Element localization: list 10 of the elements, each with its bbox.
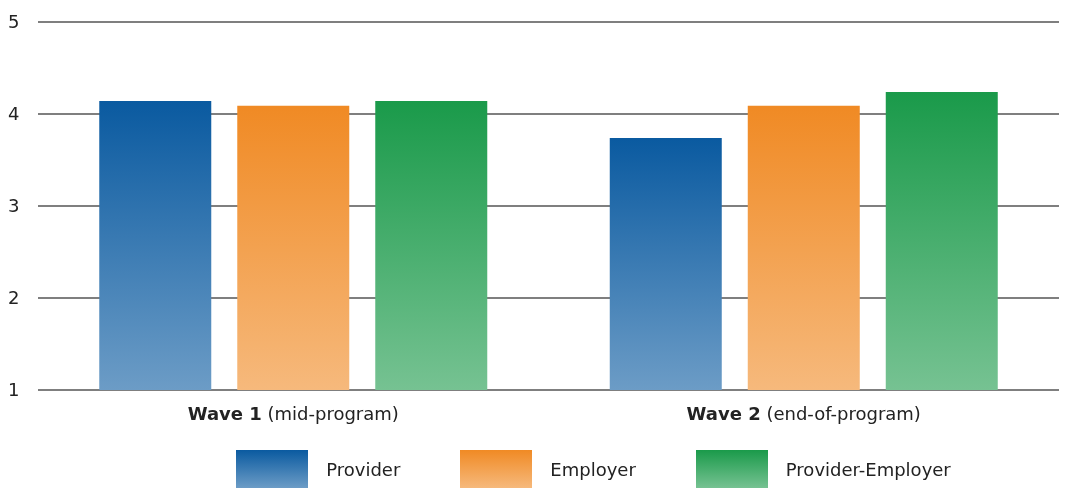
- x-tick-label: Wave 2 (end-of-program): [686, 403, 921, 424]
- y-tick-label: 2: [8, 287, 20, 309]
- y-tick-label: 5: [8, 11, 20, 33]
- y-tick-label: 1: [8, 379, 20, 401]
- y-tick-label: 3: [8, 195, 20, 217]
- legend-label: Provider-Employer: [785, 458, 951, 480]
- legend-label: Employer: [550, 458, 636, 480]
- x-tick-label: Wave 1 (mid-program): [187, 403, 399, 424]
- y-tick-label: 4: [8, 103, 20, 125]
- legend-label: Provider: [326, 458, 401, 480]
